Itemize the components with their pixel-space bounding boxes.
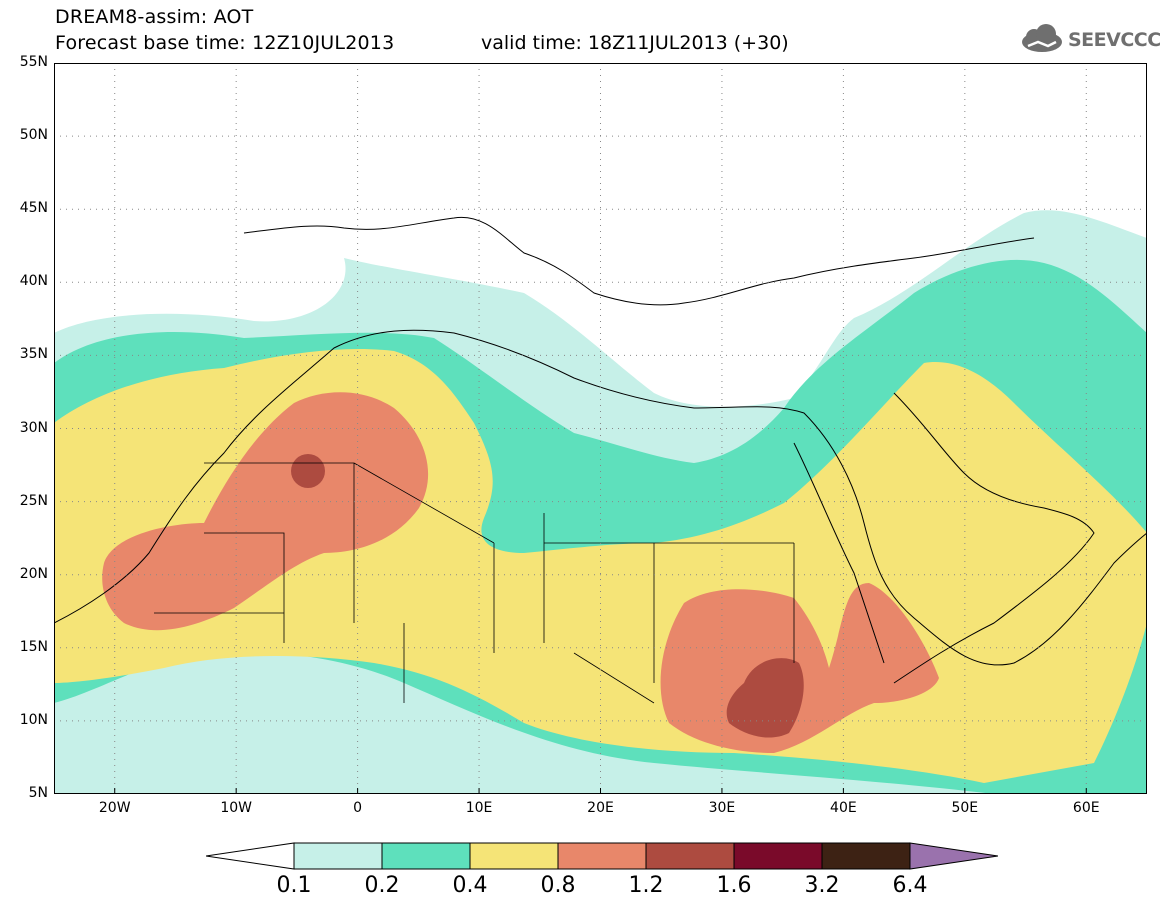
lat-tick-label: 25N [19,492,48,509]
lat-tick-label: 10N [19,711,48,728]
lat-tick-label: 35N [19,346,48,363]
lon-tick-label: 20W [98,800,131,816]
colorbar-segment [733,842,823,870]
coastline-arabia [893,392,1095,684]
aot-region-1-2-west [291,454,325,488]
lon-tick-label: 10W [220,800,252,816]
seevccc-logo: SEEVCCC [1018,24,1161,56]
colorbar-label: 0.1 [276,873,312,898]
aot-region-1-2-east [726,658,804,738]
colorbar-label: 6.4 [892,873,928,898]
colorbar-segment [557,842,647,870]
lon-tick-label: 60E [1072,800,1100,816]
lon-tick-label: 20E [587,800,614,816]
lat-tick-label: 5N [28,785,48,801]
lat-tick-label: 50N [19,127,48,144]
colorbar-label: 1.2 [628,873,664,898]
colorbar-segment [381,842,471,870]
colorbar-segment [469,842,559,870]
map-title: DREAM8-assim: AOT [55,6,254,28]
lon-tick-label: 0 [353,800,363,816]
colorbar-label: 0.2 [364,873,400,898]
map-canvas [54,63,1147,794]
aot-map [54,63,1147,794]
colorbar [206,842,998,870]
lon-tick-label: 30E [708,800,736,816]
colorbar-label: 0.4 [452,873,488,898]
country-borders [154,462,795,704]
lon-tick-label: 40E [830,800,857,816]
lat-tick-label: 30N [19,419,48,436]
colorbar-label: 3.2 [804,873,840,898]
colorbar-label: 1.6 [716,873,752,898]
colorbar-segment [821,842,911,870]
lat-tick-label: 15N [19,638,48,655]
coastline-europe [243,216,1035,306]
lon-tick-label: 10E [465,800,493,816]
lat-tick-label: 55N [19,54,48,70]
colorbar-label: 0.8 [540,873,576,898]
logo-text: SEEVCCC [1068,29,1161,51]
valid-time-label: valid time: 18Z11JUL2013 (+30) [481,32,789,54]
coastline [54,329,1147,666]
map-border [54,63,1147,794]
lat-tick-label: 40N [19,273,48,290]
coastline-red-sea [793,442,885,664]
aot-region-0-8-west [102,392,429,631]
lat-tick-label: 20N [19,565,48,582]
colorbar-low-arrow [206,842,295,870]
base-time-label: Forecast base time: 12Z10JUL2013 [55,32,395,54]
cloud-logo-icon [1022,24,1062,52]
colorbar-high-arrow [909,842,998,870]
lon-tick-label: 50E [951,800,979,816]
colorbar-segment [645,842,735,870]
lat-tick-label: 45N [19,200,48,217]
colorbar-segment [293,842,383,870]
